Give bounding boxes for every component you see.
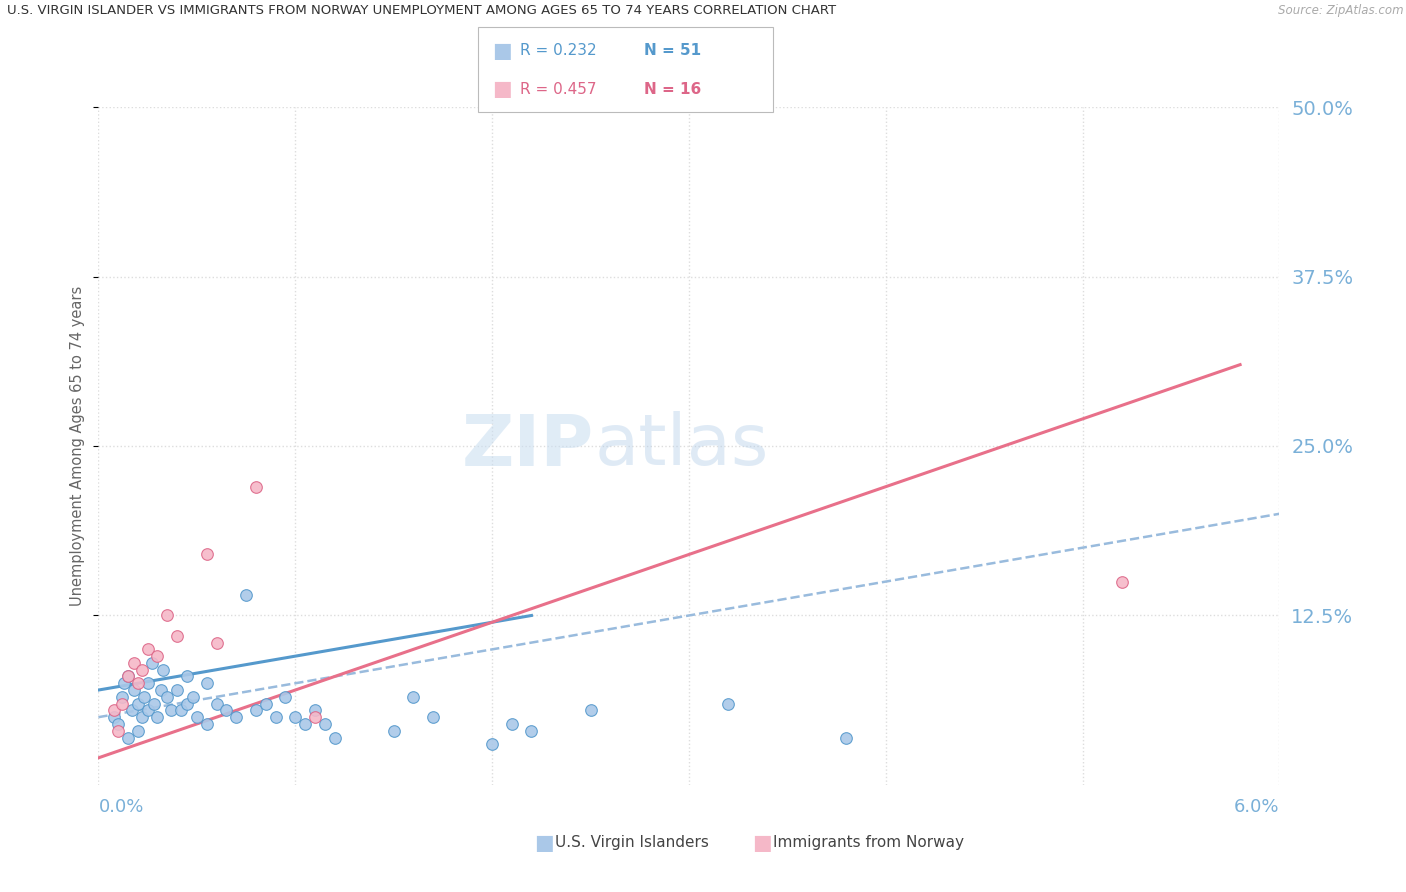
Point — [156, 608, 179, 623]
Point — [150, 683, 173, 698]
Point — [142, 697, 165, 711]
Point — [160, 703, 183, 717]
Point — [579, 703, 602, 717]
Point — [205, 697, 228, 711]
Point — [136, 703, 159, 717]
Text: 0.0%: 0.0% — [98, 798, 143, 816]
Point — [235, 588, 257, 602]
Point — [284, 710, 307, 724]
Point — [107, 717, 129, 731]
Text: Source: ZipAtlas.com: Source: ZipAtlas.com — [1278, 4, 1403, 18]
Point — [195, 548, 218, 562]
Point — [520, 723, 543, 738]
Point — [122, 683, 145, 698]
Point — [1111, 574, 1133, 589]
Point — [112, 676, 135, 690]
Point — [264, 710, 287, 724]
Point — [195, 717, 218, 731]
Text: ■: ■ — [492, 41, 512, 61]
Text: R = 0.457: R = 0.457 — [520, 82, 596, 96]
Point — [111, 697, 134, 711]
Point — [245, 703, 267, 717]
Text: Immigrants from Norway: Immigrants from Norway — [773, 836, 965, 850]
Point — [186, 710, 208, 724]
Point — [103, 703, 125, 717]
Point — [225, 710, 247, 724]
Point — [146, 710, 169, 724]
Point — [131, 710, 153, 724]
Text: N = 51: N = 51 — [644, 44, 702, 58]
Point — [835, 731, 858, 745]
Point — [215, 703, 238, 717]
Point — [402, 690, 425, 704]
Point — [127, 676, 149, 690]
Point — [195, 676, 218, 690]
Point — [117, 669, 139, 683]
Text: ■: ■ — [534, 833, 554, 853]
Point — [121, 703, 143, 717]
Point — [127, 697, 149, 711]
Text: N = 16: N = 16 — [644, 82, 702, 96]
Point — [107, 723, 129, 738]
Y-axis label: Unemployment Among Ages 65 to 74 years: Unemployment Among Ages 65 to 74 years — [70, 285, 86, 607]
Point — [141, 656, 163, 670]
Point — [152, 663, 174, 677]
Point — [245, 480, 267, 494]
Point — [254, 697, 277, 711]
Text: U.S. Virgin Islanders: U.S. Virgin Islanders — [555, 836, 709, 850]
Point — [111, 690, 134, 704]
Text: ■: ■ — [492, 79, 512, 99]
Text: 6.0%: 6.0% — [1234, 798, 1279, 816]
Point — [304, 710, 326, 724]
Point — [717, 697, 740, 711]
Point — [176, 697, 198, 711]
Text: R = 0.232: R = 0.232 — [520, 44, 596, 58]
Point — [304, 703, 326, 717]
Point — [136, 676, 159, 690]
Point — [382, 723, 405, 738]
Point — [166, 629, 188, 643]
Point — [127, 723, 149, 738]
Point — [314, 717, 336, 731]
Text: U.S. VIRGIN ISLANDER VS IMMIGRANTS FROM NORWAY UNEMPLOYMENT AMONG AGES 65 TO 74 : U.S. VIRGIN ISLANDER VS IMMIGRANTS FROM … — [7, 4, 837, 18]
Point — [146, 649, 169, 664]
Point — [122, 656, 145, 670]
Text: ZIP: ZIP — [463, 411, 595, 481]
Point — [103, 710, 125, 724]
Point — [132, 690, 155, 704]
Point — [156, 690, 179, 704]
Point — [205, 635, 228, 649]
Text: atlas: atlas — [595, 411, 769, 481]
Point — [181, 690, 204, 704]
Point — [422, 710, 444, 724]
Point — [323, 731, 346, 745]
Point — [136, 642, 159, 657]
Point — [176, 669, 198, 683]
Point — [117, 731, 139, 745]
Point — [501, 717, 523, 731]
Point — [170, 703, 193, 717]
Point — [166, 683, 188, 698]
Text: ■: ■ — [752, 833, 772, 853]
Point — [131, 663, 153, 677]
Point — [274, 690, 297, 704]
Point — [117, 669, 139, 683]
Point — [481, 737, 503, 751]
Point — [294, 717, 316, 731]
